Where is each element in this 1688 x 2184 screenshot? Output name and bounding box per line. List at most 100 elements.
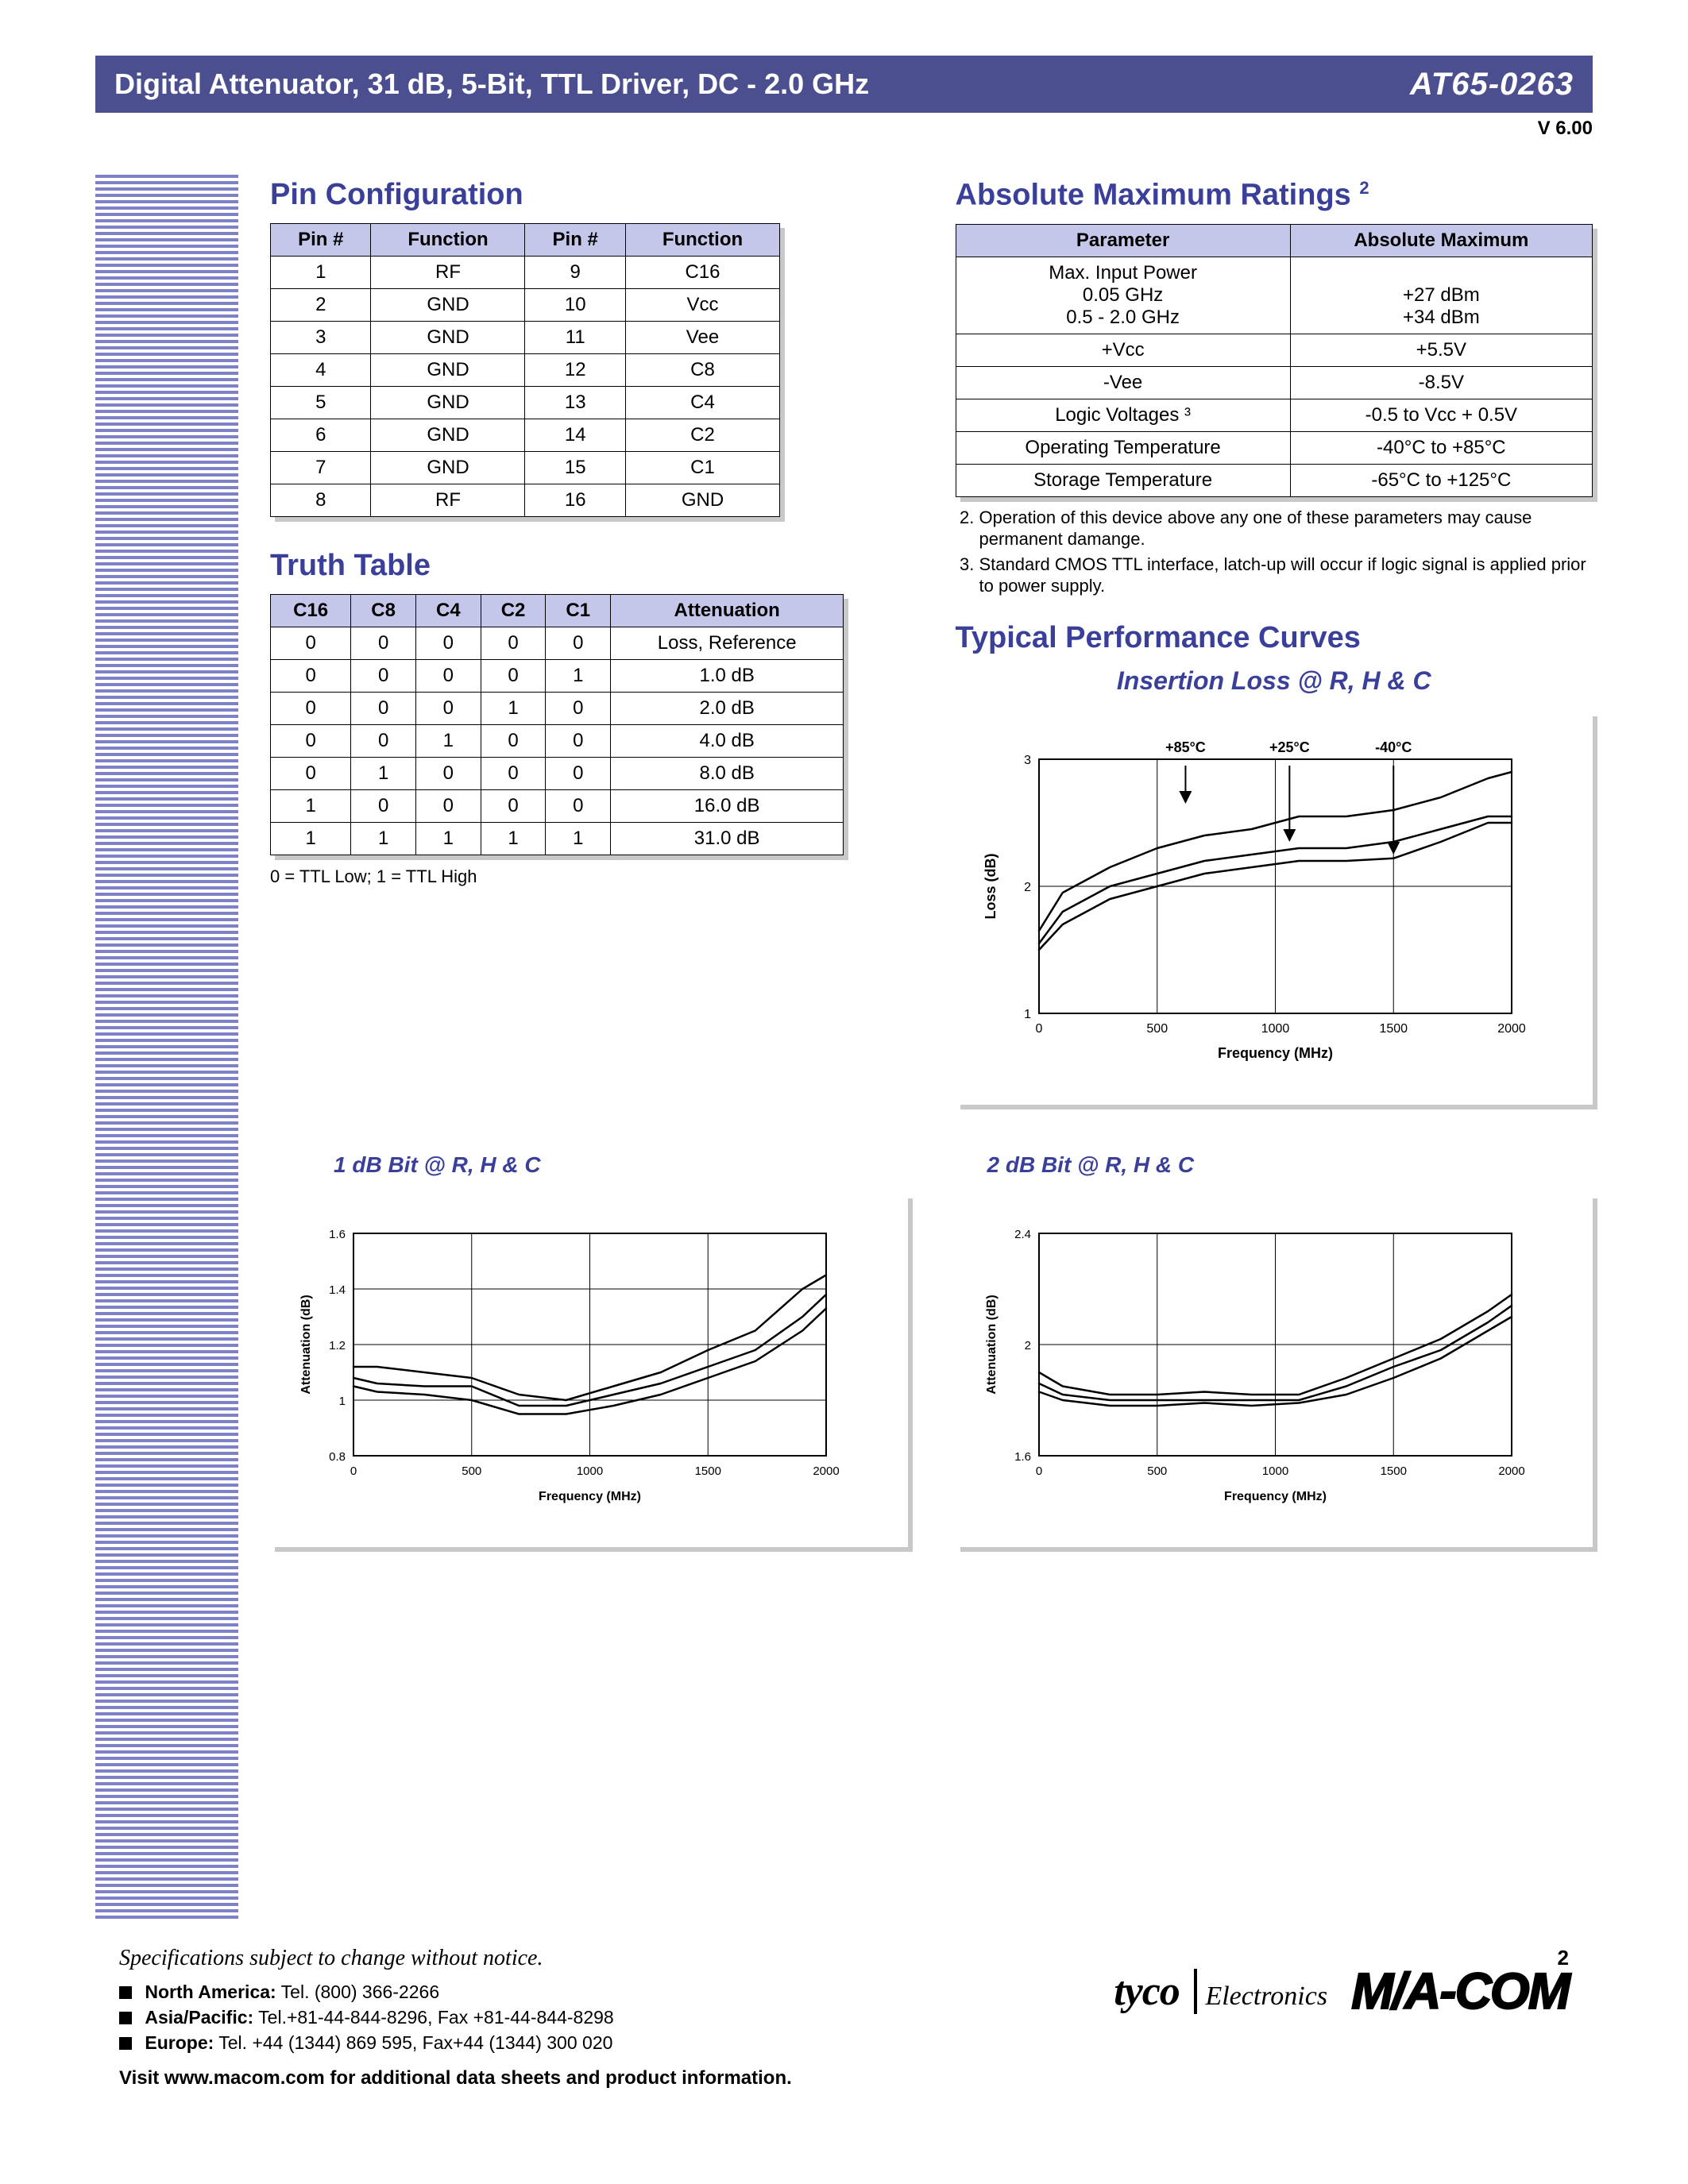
table-cell: Vcc xyxy=(625,289,779,322)
table-cell: +5.5V xyxy=(1290,334,1592,366)
table-cell: Max. Input Power0.05 GHz0.5 - 2.0 GHz xyxy=(956,257,1290,334)
table-row: 000102.0 dB xyxy=(271,693,844,725)
table-cell: 0 xyxy=(546,627,611,660)
table-cell: GND xyxy=(371,387,525,419)
svg-text:2.4: 2.4 xyxy=(1014,1228,1031,1241)
table-cell: RF xyxy=(371,484,525,517)
contact-region: Europe: xyxy=(145,2032,214,2053)
table-cell: 0 xyxy=(481,790,546,823)
table-cell: GND xyxy=(371,452,525,484)
svg-text:1.6: 1.6 xyxy=(329,1228,346,1241)
contact-region: North America: xyxy=(145,1981,276,2002)
table-cell: 7 xyxy=(271,452,371,484)
chart-insertion-loss: 1230500100015002000Frequency (MHz)Loss (… xyxy=(956,712,1593,1105)
table-row: 010008.0 dB xyxy=(271,758,844,790)
table-cell: 0 xyxy=(415,627,481,660)
svg-text:1.6: 1.6 xyxy=(1014,1450,1031,1464)
logos: tyco Electronics M/A-COM xyxy=(1114,1962,1569,2020)
table-header: Absolute Maximum xyxy=(1290,224,1592,257)
table-cell: Logic Voltages ³ xyxy=(956,399,1290,431)
table-cell: 1 xyxy=(415,725,481,758)
truth-table-title: Truth Table xyxy=(270,549,908,583)
truth-table: C16C8C4C2C1Attenuation00000Loss, Referen… xyxy=(270,594,844,855)
svg-text:0: 0 xyxy=(350,1464,357,1478)
table-cell: +27 dBm+34 dBm xyxy=(1290,257,1592,334)
table-row: Logic Voltages ³ -0.5 to Vcc + 0.5V xyxy=(956,399,1593,431)
table-cell: 16.0 dB xyxy=(611,790,844,823)
bullet-icon xyxy=(119,2037,132,2050)
svg-text:1: 1 xyxy=(339,1395,346,1408)
svg-text:Attenuation (dB): Attenuation (dB) xyxy=(985,1295,999,1394)
table-header: Function xyxy=(625,224,779,257)
table-header: Function xyxy=(371,224,525,257)
perf-curves-title: Typical Performance Curves xyxy=(956,621,1593,655)
table-row: 4GND12C8 xyxy=(271,354,780,387)
svg-text:Frequency (MHz): Frequency (MHz) xyxy=(539,1490,641,1503)
svg-text:1.4: 1.4 xyxy=(329,1283,346,1297)
table-header: C1 xyxy=(546,595,611,627)
table-cell: 0 xyxy=(271,627,351,660)
table-header: Parameter xyxy=(956,224,1290,257)
table-cell: 1 xyxy=(546,823,611,855)
svg-text:+25°C: +25°C xyxy=(1269,739,1309,754)
table-header: Attenuation xyxy=(611,595,844,627)
table-cell: -65°C to +125°C xyxy=(1290,464,1592,496)
insertion-loss-title: Insertion Loss @ R, H & C xyxy=(956,666,1593,696)
table-cell: 0 xyxy=(546,725,611,758)
table-row: 1000016.0 dB xyxy=(271,790,844,823)
svg-text:500: 500 xyxy=(462,1464,481,1478)
svg-text:2000: 2000 xyxy=(1497,1022,1526,1036)
svg-text:0: 0 xyxy=(1035,1022,1042,1036)
svg-text:+85°C: +85°C xyxy=(1165,739,1206,754)
contact-info: Tel.+81-44-844-8296, Fax +81-44-844-8298 xyxy=(258,2007,614,2028)
table-row: 5GND13C4 xyxy=(271,387,780,419)
svg-text:2: 2 xyxy=(1024,1339,1030,1352)
table-cell: 2 xyxy=(271,289,371,322)
svg-text:3: 3 xyxy=(1024,754,1031,767)
table-cell: Vee xyxy=(625,322,779,354)
contact-region: Asia/Pacific: xyxy=(145,2007,253,2028)
svg-text:1500: 1500 xyxy=(1380,1464,1406,1478)
table-cell: -0.5 to Vcc + 0.5V xyxy=(1290,399,1592,431)
table-cell: 1 xyxy=(271,257,371,289)
table-cell: -Vee xyxy=(956,366,1290,399)
table-cell: C4 xyxy=(625,387,779,419)
svg-text:500: 500 xyxy=(1146,1022,1168,1036)
left-column: Pin Configuration Pin #FunctionPin #Func… xyxy=(270,178,908,1105)
svg-text:Loss (dB): Loss (dB) xyxy=(983,853,999,919)
table-cell: +Vcc xyxy=(956,334,1290,366)
svg-text:1.2: 1.2 xyxy=(329,1339,346,1352)
table-cell: C8 xyxy=(625,354,779,387)
table-row: 2GND10Vcc xyxy=(271,289,780,322)
table-cell: GND xyxy=(371,322,525,354)
table-cell: GND xyxy=(371,289,525,322)
table-cell: 0 xyxy=(481,627,546,660)
table-row: 8RF16GND xyxy=(271,484,780,517)
abs-max-title-text: Absolute Maximum Ratings xyxy=(956,179,1351,212)
table-cell: 31.0 dB xyxy=(611,823,844,855)
table-cell: RF xyxy=(371,257,525,289)
part-number: AT65-0263 xyxy=(1410,67,1574,102)
table-header: Pin # xyxy=(271,224,371,257)
table-cell: 3 xyxy=(271,322,371,354)
chart-2db: 1.622.40500100015002000Frequency (MHz)At… xyxy=(956,1194,1593,1547)
bullet-icon xyxy=(119,1986,132,1999)
table-row: +Vcc +5.5V xyxy=(956,334,1593,366)
table-cell: C1 xyxy=(625,452,779,484)
note-item: Operation of this device above any one o… xyxy=(979,507,1593,550)
table-header: C8 xyxy=(351,595,416,627)
table-cell: GND xyxy=(625,484,779,517)
table-header: C4 xyxy=(415,595,481,627)
table-cell: 0 xyxy=(351,627,416,660)
table-cell: 0 xyxy=(481,725,546,758)
abs-max-title: Absolute Maximum Ratings 2 xyxy=(956,178,1593,213)
table-row: 00000Loss, Reference xyxy=(271,627,844,660)
table-cell: 1 xyxy=(271,790,351,823)
tyco-electronics-text: Electronics xyxy=(1202,1981,1327,2011)
svg-text:1000: 1000 xyxy=(577,1464,603,1478)
table-cell: 0 xyxy=(351,725,416,758)
svg-text:2000: 2000 xyxy=(1498,1464,1524,1478)
table-cell: 14 xyxy=(525,419,625,452)
table-cell: 0 xyxy=(271,660,351,693)
chart-1db-title: 1 dB Bit @ R, H & C xyxy=(270,1152,908,1178)
